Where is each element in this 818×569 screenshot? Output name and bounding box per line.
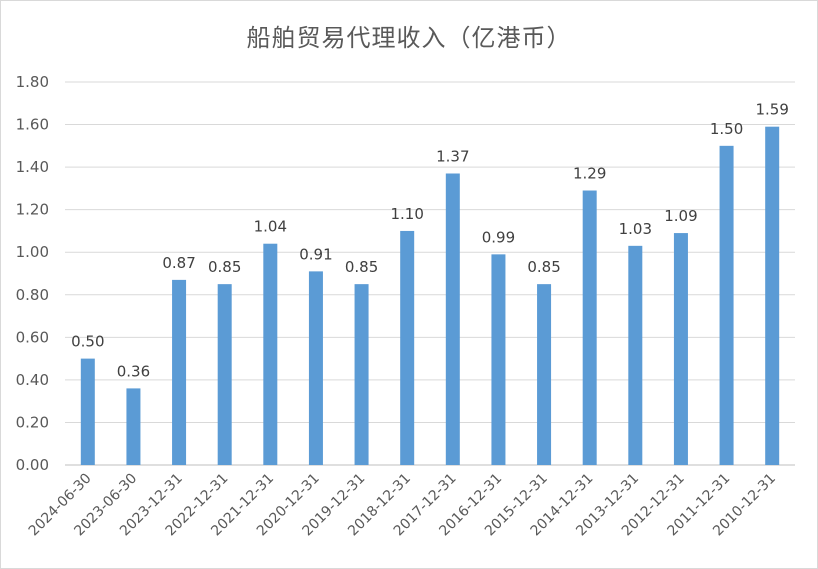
y-tick-label: 0.80 xyxy=(16,286,49,304)
bar xyxy=(126,388,141,465)
bar xyxy=(172,279,187,465)
data-label: 0.36 xyxy=(117,362,150,380)
bar xyxy=(217,284,232,465)
bar xyxy=(445,173,460,465)
bar xyxy=(582,190,597,465)
y-tick-label: 0.00 xyxy=(16,456,49,474)
bar xyxy=(308,271,323,465)
bar xyxy=(263,243,278,465)
data-label: 1.59 xyxy=(755,101,788,119)
y-tick-label: 0.40 xyxy=(16,371,49,389)
y-tick-label: 1.80 xyxy=(16,73,49,91)
y-tick-label: 0.20 xyxy=(16,413,49,431)
data-label: 0.85 xyxy=(345,258,378,276)
data-label: 0.85 xyxy=(527,258,560,276)
data-label: 0.87 xyxy=(162,254,195,272)
bar xyxy=(491,254,506,465)
bar xyxy=(80,358,95,465)
data-label: 0.85 xyxy=(208,258,241,276)
bar xyxy=(673,233,688,465)
bar xyxy=(354,284,369,465)
bar xyxy=(765,126,780,465)
y-tick-label: 1.00 xyxy=(16,243,49,261)
y-tick-label: 1.20 xyxy=(16,201,49,219)
y-tick-label: 1.60 xyxy=(16,116,49,134)
bar xyxy=(628,245,643,465)
data-label: 0.91 xyxy=(299,245,332,263)
bar xyxy=(719,145,734,466)
y-tick-label: 1.40 xyxy=(16,158,49,176)
data-label: 1.09 xyxy=(664,207,697,225)
y-tick-label: 0.60 xyxy=(16,328,49,346)
data-label: 1.29 xyxy=(573,165,606,183)
data-label: 1.37 xyxy=(436,147,469,165)
data-label: 0.99 xyxy=(482,228,515,246)
data-label: 1.03 xyxy=(619,220,652,238)
chart-title: 船舶贸易代理收入（亿港币） xyxy=(246,24,572,52)
data-label: 1.10 xyxy=(390,205,423,223)
data-label: 1.04 xyxy=(254,218,287,236)
data-label: 0.50 xyxy=(71,333,104,351)
bar xyxy=(400,230,415,465)
bar xyxy=(537,284,552,465)
data-label: 1.50 xyxy=(710,120,743,138)
